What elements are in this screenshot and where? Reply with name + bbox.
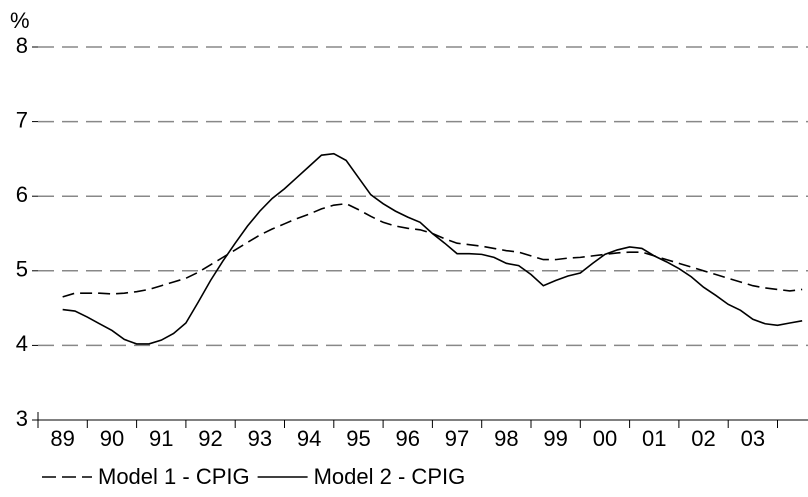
series-line: [62, 152, 803, 345]
x-tick-label: 99: [543, 426, 567, 451]
x-tick-label: 00: [593, 426, 617, 451]
x-tick-label: 93: [248, 426, 272, 451]
x-tick-label: 89: [50, 426, 74, 451]
x-tick-label: 03: [741, 426, 765, 451]
series-line: [62, 202, 803, 298]
x-tick-label: 97: [445, 426, 469, 451]
y-tick-label: 4: [16, 331, 28, 356]
x-tick-label: 96: [396, 426, 420, 451]
x-tick-label: 90: [100, 426, 124, 451]
legend-label: Model 1 - CPIG: [98, 464, 250, 489]
x-tick-label: 95: [346, 426, 370, 451]
y-tick-label: 6: [16, 182, 28, 207]
y-tick-label: 5: [16, 257, 28, 282]
x-tick-label: 91: [149, 426, 173, 451]
x-tick-label: 98: [494, 426, 518, 451]
x-tick-label: 94: [297, 426, 321, 451]
legend-label: Model 2 - CPIG: [314, 464, 466, 489]
y-tick-label: 8: [16, 33, 28, 58]
y-tick-label: 7: [16, 107, 28, 132]
x-tick-label: 92: [198, 426, 222, 451]
x-tick-label: 02: [691, 426, 715, 451]
y-tick-label: 3: [16, 406, 28, 431]
x-tick-label: 01: [642, 426, 666, 451]
y-unit: %: [10, 8, 30, 33]
